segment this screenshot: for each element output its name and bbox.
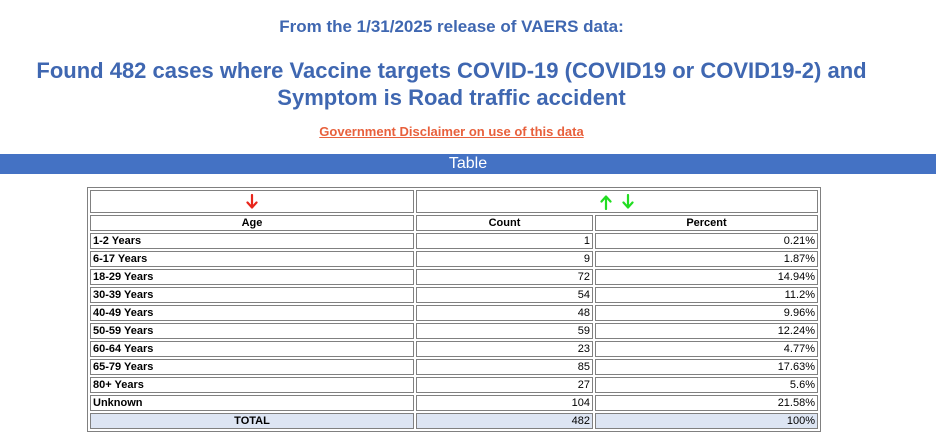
table-row: 50-59 Years 59 12.24% xyxy=(90,323,818,339)
total-count: 482 xyxy=(416,413,593,429)
section-bar: Table xyxy=(0,154,936,174)
count-cell: 23 xyxy=(416,341,593,357)
count-cell: 9 xyxy=(416,251,593,267)
age-cell: Unknown xyxy=(90,395,414,411)
age-cell: 18-29 Years xyxy=(90,269,414,285)
arrow-down-icon[interactable] xyxy=(621,193,634,210)
count-header: Count xyxy=(416,215,593,231)
arrow-up-icon[interactable] xyxy=(600,194,613,210)
results-table: Age Count Percent 1-2 Years 1 0.21% 6-17 Ye… xyxy=(87,187,821,432)
count-cell: 27 xyxy=(416,377,593,393)
count-cell: 54 xyxy=(416,287,593,303)
release-line: From the 1/31/2025 release of VAERS data… xyxy=(279,17,624,36)
percent-cell: 17.63% xyxy=(595,359,818,375)
percent-cell: 21.58% xyxy=(595,395,818,411)
age-header: Age xyxy=(90,215,414,231)
sort-row xyxy=(90,190,818,213)
table-row: 1-2 Years 1 0.21% xyxy=(90,233,818,249)
disclaimer: Government Disclaimer on use of this dat… xyxy=(0,124,903,139)
table-row: Unknown 104 21.58% xyxy=(90,395,818,411)
percent-header: Percent xyxy=(595,215,818,231)
table-row: 80+ Years 27 5.6% xyxy=(90,377,818,393)
total-percent: 100% xyxy=(595,413,818,429)
table-row: 60-64 Years 23 4.77% xyxy=(90,341,818,357)
table-row: 65-79 Years 85 17.63% xyxy=(90,359,818,375)
age-cell: 50-59 Years xyxy=(90,323,414,339)
percent-cell: 5.6% xyxy=(595,377,818,393)
age-cell: 6-17 Years xyxy=(90,251,414,267)
table-row: 40-49 Years 48 9.96% xyxy=(90,305,818,321)
age-cell: 40-49 Years xyxy=(90,305,414,321)
total-label: TOTAL xyxy=(90,413,414,429)
age-cell: 65-79 Years xyxy=(90,359,414,375)
count-sort-cell xyxy=(416,190,818,213)
table-row: 30-39 Years 54 11.2% xyxy=(90,287,818,303)
arrow-down-icon[interactable] xyxy=(246,193,258,210)
percent-cell: 9.96% xyxy=(595,305,818,321)
percent-cell: 14.94% xyxy=(595,269,818,285)
count-cell: 1 xyxy=(416,233,593,249)
age-sort-cell xyxy=(90,190,414,213)
percent-cell: 4.77% xyxy=(595,341,818,357)
disclaimer-link[interactable]: Government Disclaimer on use of this dat… xyxy=(319,124,584,139)
page-title: Found 482 cases where Vaccine targets CO… xyxy=(36,58,867,110)
age-cell: 60-64 Years xyxy=(90,341,414,357)
age-cell: 1-2 Years xyxy=(90,233,414,249)
table-row: 18-29 Years 72 14.94% xyxy=(90,269,818,285)
total-row: TOTAL 482 100% xyxy=(90,413,818,429)
percent-cell: 11.2% xyxy=(595,287,818,303)
age-cell: 30-39 Years xyxy=(90,287,414,303)
count-cell: 59 xyxy=(416,323,593,339)
header-row: Age Count Percent xyxy=(90,215,818,231)
count-cell: 85 xyxy=(416,359,593,375)
count-cell: 72 xyxy=(416,269,593,285)
percent-cell: 12.24% xyxy=(595,323,818,339)
table-row: 6-17 Years 9 1.87% xyxy=(90,251,818,267)
percent-cell: 0.21% xyxy=(595,233,818,249)
percent-cell: 1.87% xyxy=(595,251,818,267)
age-cell: 80+ Years xyxy=(90,377,414,393)
count-cell: 48 xyxy=(416,305,593,321)
count-cell: 104 xyxy=(416,395,593,411)
